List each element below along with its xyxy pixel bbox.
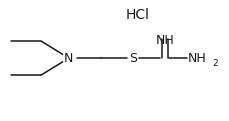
Text: NH: NH <box>188 52 207 65</box>
Text: NH: NH <box>155 34 174 47</box>
Text: HCl: HCl <box>125 8 149 22</box>
Text: 2: 2 <box>212 59 218 68</box>
Text: S: S <box>129 52 137 65</box>
Text: N: N <box>64 52 73 65</box>
